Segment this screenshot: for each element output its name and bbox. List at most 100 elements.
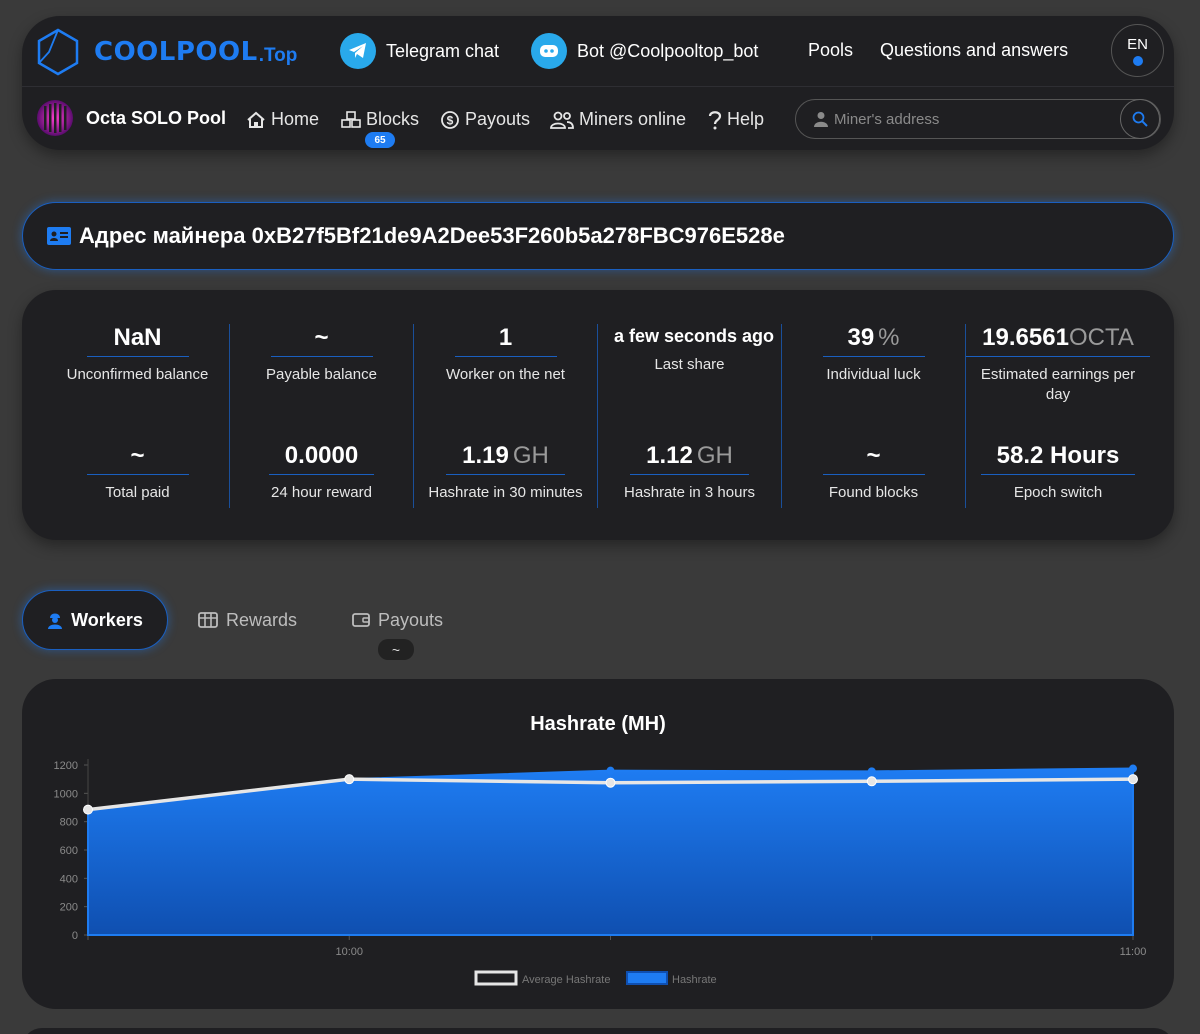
average-hashrate-point <box>83 804 93 815</box>
miner-stats-panel: NaN Unconfirmed balance ~ Total paid ~ P… <box>22 290 1174 540</box>
legend-swatch-average <box>474 970 518 986</box>
x-tick-label: 10:00 <box>335 946 363 958</box>
stat-workers-online: 1 Worker on the net <box>414 324 597 385</box>
stat-found-blocks: ~ Found blocks <box>782 442 965 503</box>
average-hashrate-point <box>1128 774 1138 785</box>
blocks-count-badge: 65 <box>365 132 395 148</box>
header-top-row: COOLPOOL .Top Telegram chat Bot @Coolpool… <box>22 16 1174 86</box>
user-icon <box>814 112 828 127</box>
site-logo[interactable]: COOLPOOL .Top <box>36 28 297 76</box>
legend-swatch-hashrate <box>626 971 668 985</box>
hashrate-chart: 0 200 400 600 800 1000 1200 10:00 11:00 Average H… <box>54 759 1147 986</box>
miner-search <box>795 99 1161 139</box>
search-button[interactable] <box>1120 99 1160 139</box>
y-tick-label: 1000 <box>54 788 78 800</box>
y-tick-label: 600 <box>60 845 78 857</box>
tab-payouts-label: Payouts <box>378 609 444 630</box>
logo-tld: .Top <box>258 45 298 66</box>
average-hashrate-point <box>344 774 355 785</box>
blocks-icon <box>341 110 361 128</box>
stat-value: ~ <box>86 442 189 475</box>
miner-address-input[interactable] <box>834 110 1114 128</box>
stat-24h-reward: 0.0000 24 hour reward <box>230 442 413 503</box>
next-panel-edge <box>22 1028 1174 1034</box>
nav-home-label: Home <box>271 109 320 129</box>
nav-payouts[interactable]: $ Payouts <box>440 109 530 130</box>
miner-address-title: Адрес майнера 0xB27f5Bf21de9A2Dee53F260b… <box>79 223 785 248</box>
stat-label: Hashrate in 30 minutes <box>428 484 583 501</box>
stat-column: 1 Worker on the net 1.19 GH Hashrate in 3… <box>414 324 598 508</box>
miner-address-banner: Адрес майнера 0xB27f5Bf21de9A2Dee53F260b… <box>22 202 1174 270</box>
stat-value: ~ <box>270 324 373 357</box>
stat-individual-luck: 39% Individual luck <box>782 324 965 385</box>
telegram-icon <box>340 33 376 69</box>
search-icon <box>1132 111 1148 127</box>
stat-label: Individual luck <box>826 366 921 383</box>
nav-miners-online-label: Miners online <box>579 109 687 129</box>
octa-logo-icon <box>37 100 73 136</box>
header-nav-row: Octa SOLO Pool Home Blocks 65 $ Payouts … <box>22 86 1174 150</box>
pool-name: Octa SOLO Pool <box>86 107 227 128</box>
chart-title: Hashrate (MH) <box>530 713 666 735</box>
stat-value: 58.2 Hours <box>980 442 1136 475</box>
home-icon <box>247 111 265 128</box>
y-tick-label: 1200 <box>54 760 78 772</box>
pool-brand[interactable]: Octa SOLO Pool <box>36 99 226 137</box>
stat-label: Epoch switch <box>1013 484 1103 501</box>
nav-miners-online[interactable]: Miners online <box>550 109 686 130</box>
y-tick-label: 800 <box>60 817 78 829</box>
stat-column: NaN Unconfirmed balance ~ Total paid <box>46 324 230 508</box>
stat-label: Payable balance <box>266 366 377 383</box>
x-tick-label: 11:00 <box>1120 946 1147 958</box>
stat-label: Found blocks <box>828 484 919 501</box>
hashrate-point <box>606 766 615 775</box>
wallet-icon <box>352 613 370 627</box>
bot-label: Bot @Coolpooltop_bot <box>577 40 759 61</box>
stat-column: 19.6561OCTA Estimated earnings per day 5… <box>966 324 1150 508</box>
stat-epoch-switch: 58.2 Hours Epoch switch <box>966 442 1150 503</box>
stat-value: NaN <box>86 324 189 357</box>
id-card-icon <box>47 227 71 245</box>
stat-column: a few seconds ago Last share 1.12 GH Hash… <box>598 324 782 508</box>
telegram-chat-link[interactable]: Telegram chat <box>340 33 499 69</box>
stat-value: a few seconds ago <box>614 326 775 346</box>
faq-link[interactable]: Questions and answers <box>880 40 1068 61</box>
stat-total-paid: ~ Total paid <box>46 442 229 503</box>
nav-blocks[interactable]: Blocks <box>341 109 419 130</box>
tab-rewards[interactable]: Rewards <box>198 590 297 650</box>
stat-value: 1 <box>454 324 557 357</box>
stat-unconfirmed-balance: NaN Unconfirmed balance <box>46 324 229 385</box>
tab-payouts[interactable]: Payouts <box>352 590 443 650</box>
stat-value: 39% <box>822 324 925 357</box>
stat-value: 19.6561OCTA <box>966 324 1150 357</box>
average-hashrate-point <box>605 777 616 788</box>
nav-help-label: Help <box>727 109 765 129</box>
stat-label: Unconfirmed balance <box>66 366 209 383</box>
nav-home[interactable]: Home <box>246 109 319 130</box>
stat-value: 0.0000 <box>268 442 375 475</box>
bot-link[interactable]: Bot @Coolpooltop_bot <box>531 33 758 69</box>
tab-workers[interactable]: Workers <box>22 590 168 650</box>
language-switcher[interactable]: EN <box>1111 24 1164 77</box>
telegram-chat-label: Telegram chat <box>386 40 500 61</box>
pools-link[interactable]: Pools <box>808 40 853 61</box>
stat-label: Estimated earnings per day <box>980 366 1136 403</box>
stat-hashrate-30m: 1.19 GH Hashrate in 30 minutes <box>414 442 597 503</box>
nav-help[interactable]: Help <box>708 109 764 130</box>
stat-payable-balance: ~ Payable balance <box>230 324 413 385</box>
logo-brand: COOLPOOL <box>94 37 258 67</box>
faq-label: Questions and answers <box>880 40 1069 60</box>
stat-label: Hashrate in 3 hours <box>624 484 755 501</box>
users-icon <box>550 111 574 129</box>
stat-hashrate-3h: 1.12 GH Hashrate in 3 hours <box>598 442 781 503</box>
bot-icon <box>531 33 567 69</box>
pools-label: Pools <box>808 40 854 60</box>
stat-value: ~ <box>822 442 925 475</box>
stat-label: Total paid <box>105 484 170 501</box>
tab-workers-label: Workers <box>71 609 143 630</box>
y-tick-label: 400 <box>60 873 78 885</box>
stat-label: 24 hour reward <box>271 484 372 501</box>
stat-last-share: a few seconds ago Last share <box>598 324 781 375</box>
average-hashrate-point <box>866 776 877 787</box>
logo-icon <box>37 28 79 76</box>
